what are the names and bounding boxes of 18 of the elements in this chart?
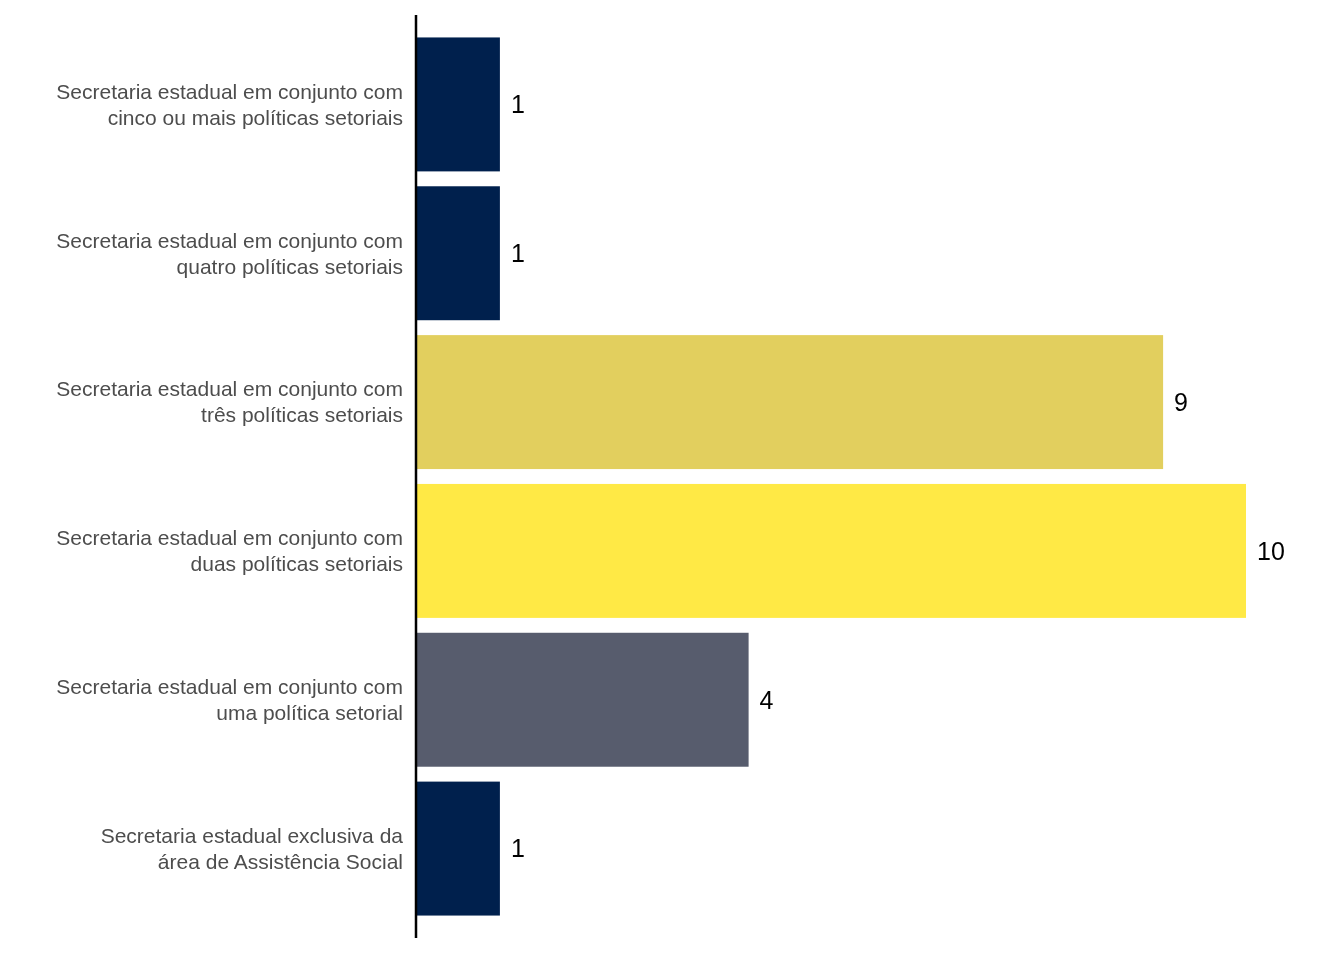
bar xyxy=(417,37,500,172)
y-tick-label: Secretaria estadual em conjunto com quatro políticas setoriais xyxy=(56,228,403,278)
bar xyxy=(417,335,1164,470)
data-label: 1 xyxy=(510,239,525,267)
data-label: 1 xyxy=(510,90,525,119)
y-tick-label: Secretaria estadual em conjunto com três políticas setoriais xyxy=(56,377,403,427)
y-tick-label: Secretaria estadual em conjunto com duas políticas setoriais xyxy=(56,526,403,576)
y-tick-label: Secretaria estadual em conjunto com uma política setorial xyxy=(56,675,403,725)
y-tick-label: Secretaria estadual exclusiva da área de Assistência Social xyxy=(100,823,404,873)
bar xyxy=(417,632,749,767)
bar xyxy=(417,483,1246,618)
data-label: 9 xyxy=(1174,387,1189,416)
y-tick-label: Secretaria estadual em conjunto com cinco ou mais políticas setoriais xyxy=(56,79,403,129)
bar xyxy=(417,781,500,916)
data-label: 4 xyxy=(759,685,774,714)
data-label: 10 xyxy=(1257,536,1285,565)
data-label: 1 xyxy=(510,834,525,863)
bar xyxy=(417,186,500,321)
